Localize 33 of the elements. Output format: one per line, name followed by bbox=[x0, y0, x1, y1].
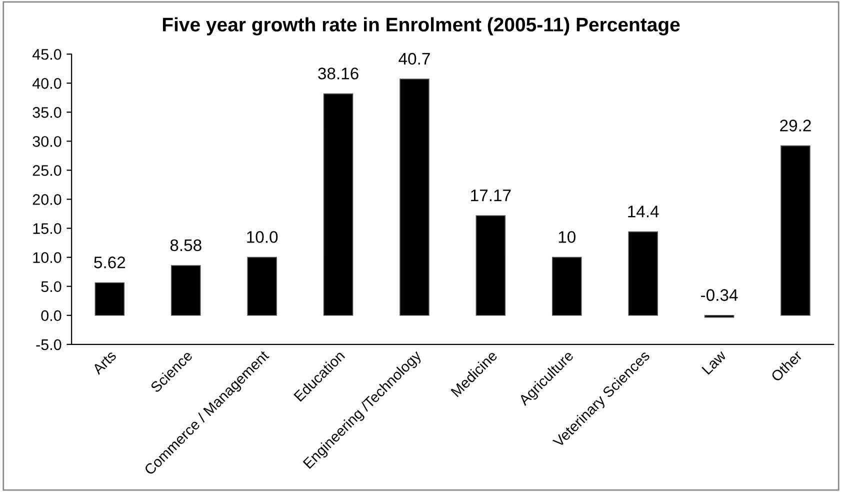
data-label: -0.34 bbox=[701, 289, 738, 301]
y-tick-label: -5.0 bbox=[36, 339, 62, 350]
bar bbox=[247, 256, 277, 316]
y-tick-label: 30.0 bbox=[32, 136, 62, 147]
data-label: 40.7 bbox=[398, 52, 430, 65]
bar bbox=[400, 78, 430, 316]
y-tick-label: 10.0 bbox=[33, 252, 62, 263]
y-tick-label: 35.0 bbox=[32, 107, 62, 118]
data-label: 14.4 bbox=[628, 206, 659, 218]
data-label: 29.2 bbox=[780, 120, 811, 132]
y-tick-label: 15.0 bbox=[33, 223, 62, 234]
bar bbox=[552, 256, 582, 316]
bar bbox=[323, 93, 354, 316]
data-label: 38.16 bbox=[318, 68, 358, 80]
bar bbox=[476, 215, 506, 316]
x-tick-label: Law bbox=[702, 350, 727, 375]
y-tick-label: 0.0 bbox=[41, 310, 62, 322]
data-label: 8.58 bbox=[170, 239, 202, 252]
data-label: 10.0 bbox=[247, 231, 278, 243]
data-label: 17.17 bbox=[471, 190, 511, 202]
y-tick-label: 45.0 bbox=[32, 48, 62, 60]
bar bbox=[780, 145, 810, 316]
bar bbox=[628, 231, 658, 316]
y-tick-label: 20.0 bbox=[32, 194, 62, 205]
data-label: 5.62 bbox=[94, 256, 126, 268]
chart-title: Five year growth rate in Enrolment (2005-11) Percentage bbox=[162, 17, 680, 36]
y-tick-label: 40.0 bbox=[32, 78, 62, 89]
bar bbox=[94, 282, 125, 316]
y-tick-label: 5.0 bbox=[41, 281, 62, 292]
x-tick-label: Arts bbox=[92, 350, 117, 376]
y-tick-label: 25.0 bbox=[32, 165, 62, 176]
bar bbox=[170, 265, 201, 316]
data-label: 10 bbox=[558, 231, 576, 243]
